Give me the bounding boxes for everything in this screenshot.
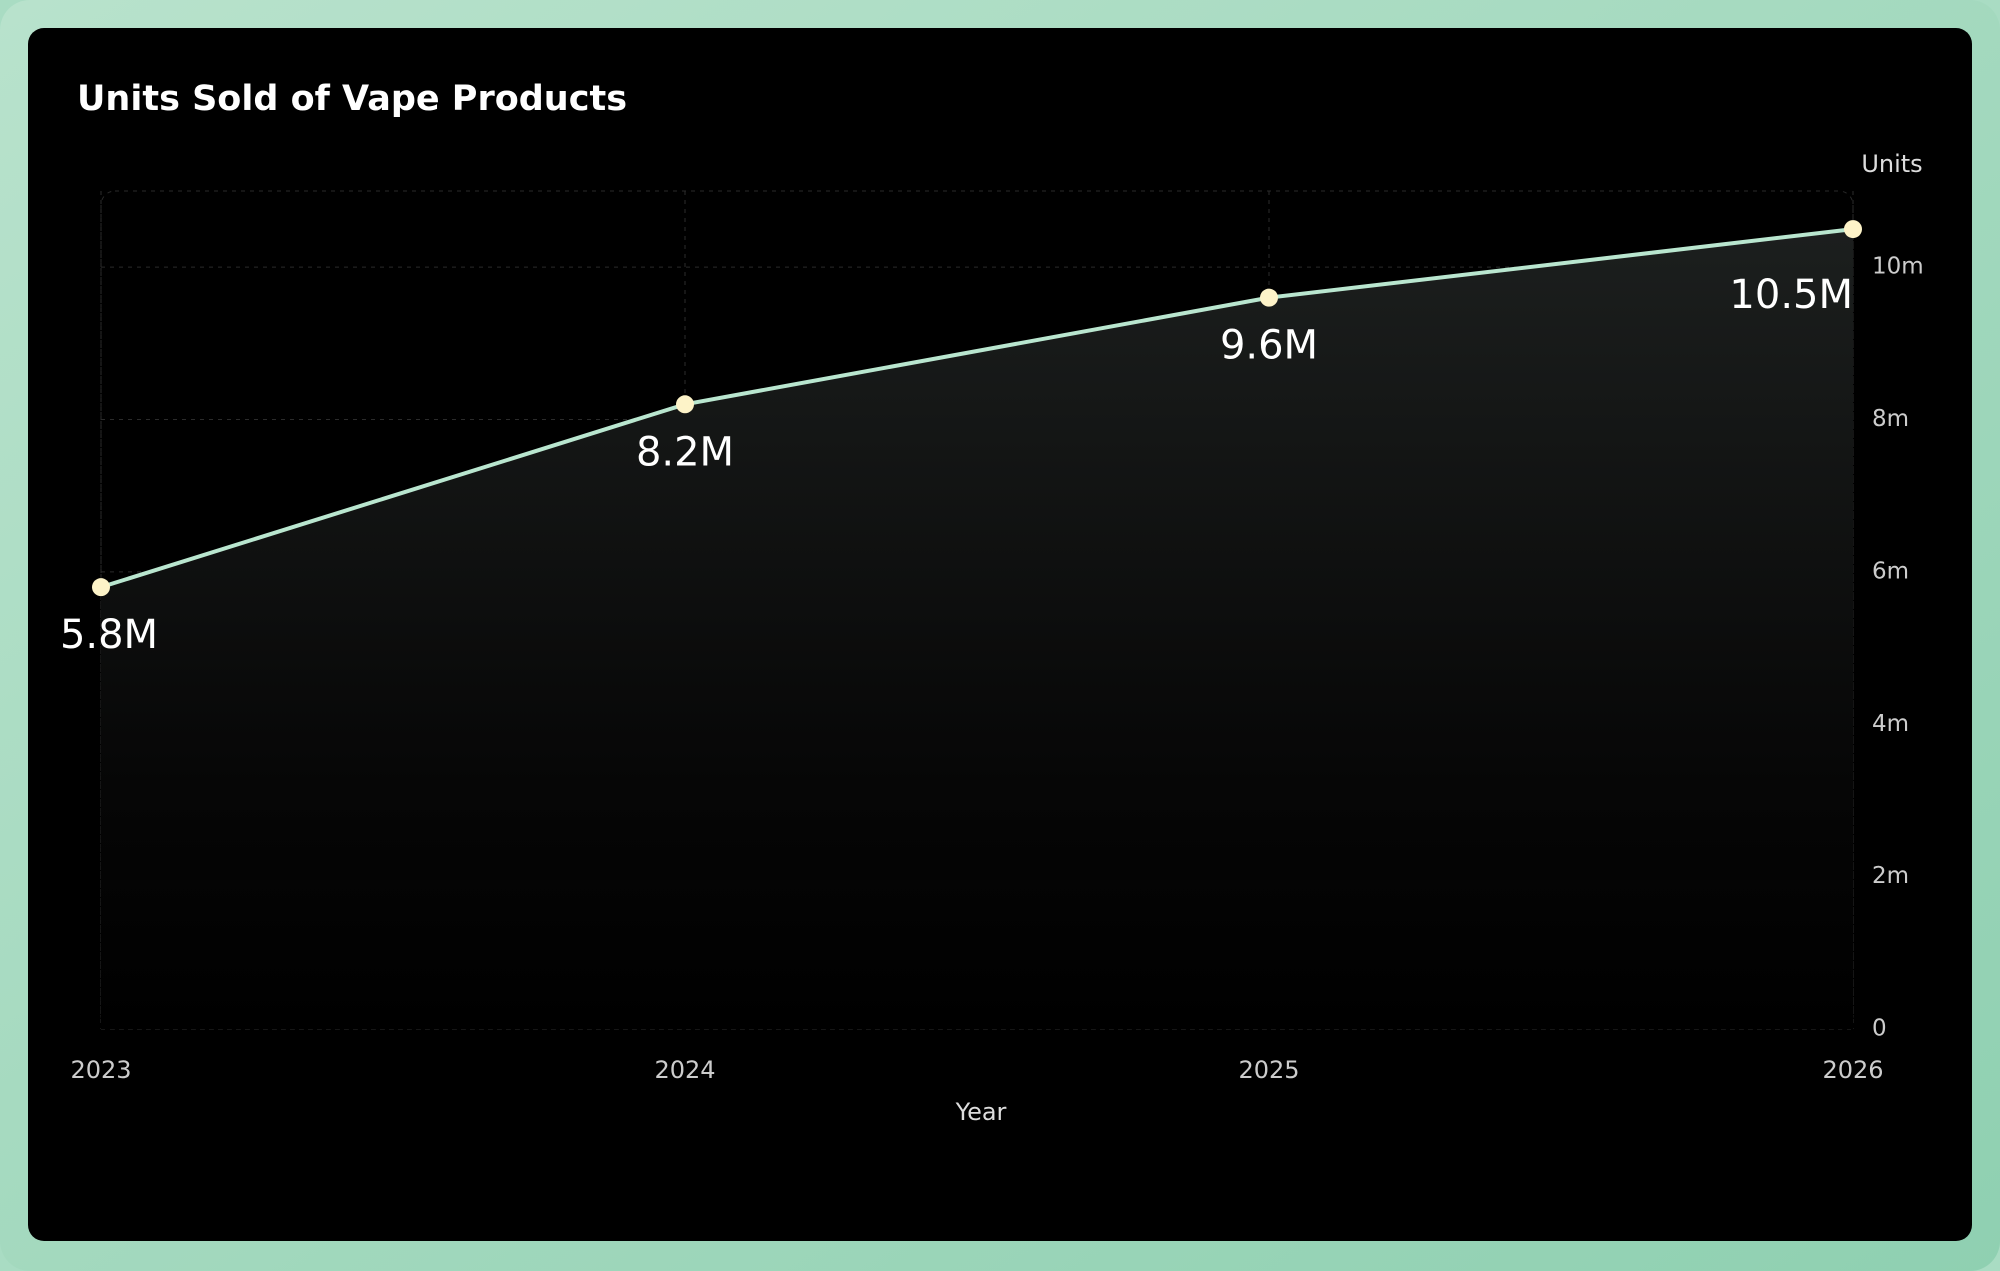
x-tick-label: 2025: [1238, 1056, 1299, 1084]
x-tick-label: 2024: [654, 1056, 715, 1084]
data-label: 10.5M: [1729, 272, 1853, 318]
y-tick-label: 8m: [1872, 406, 1909, 432]
y-tick-label: 0: [1872, 1016, 1887, 1042]
point: [676, 395, 694, 414]
y-tick-label: 10m: [1872, 254, 1924, 280]
y-tick-label: 4m: [1872, 711, 1909, 737]
point: [1844, 220, 1862, 239]
x-axis-label: Year: [955, 1098, 1007, 1126]
y-tick-label: 6m: [1872, 558, 1909, 584]
point: [92, 578, 110, 597]
data-label: 5.8M: [60, 612, 158, 658]
y-tick-label: 2m: [1872, 863, 1909, 889]
x-tick-label: 2026: [1822, 1056, 1883, 1084]
marks: 5.8M 8.2M 9.6M 10.5M: [60, 220, 1862, 1029]
y-axis-label: Units: [1861, 150, 1922, 178]
data-label: 9.6M: [1220, 323, 1318, 369]
point: [1260, 288, 1278, 307]
line: [100, 227, 1854, 590]
area: [101, 229, 1853, 1029]
data-label: 8.2M: [636, 429, 734, 475]
chart-title: Units Sold of Vape Products: [77, 79, 627, 119]
x-tick-label: 2023: [70, 1056, 131, 1084]
